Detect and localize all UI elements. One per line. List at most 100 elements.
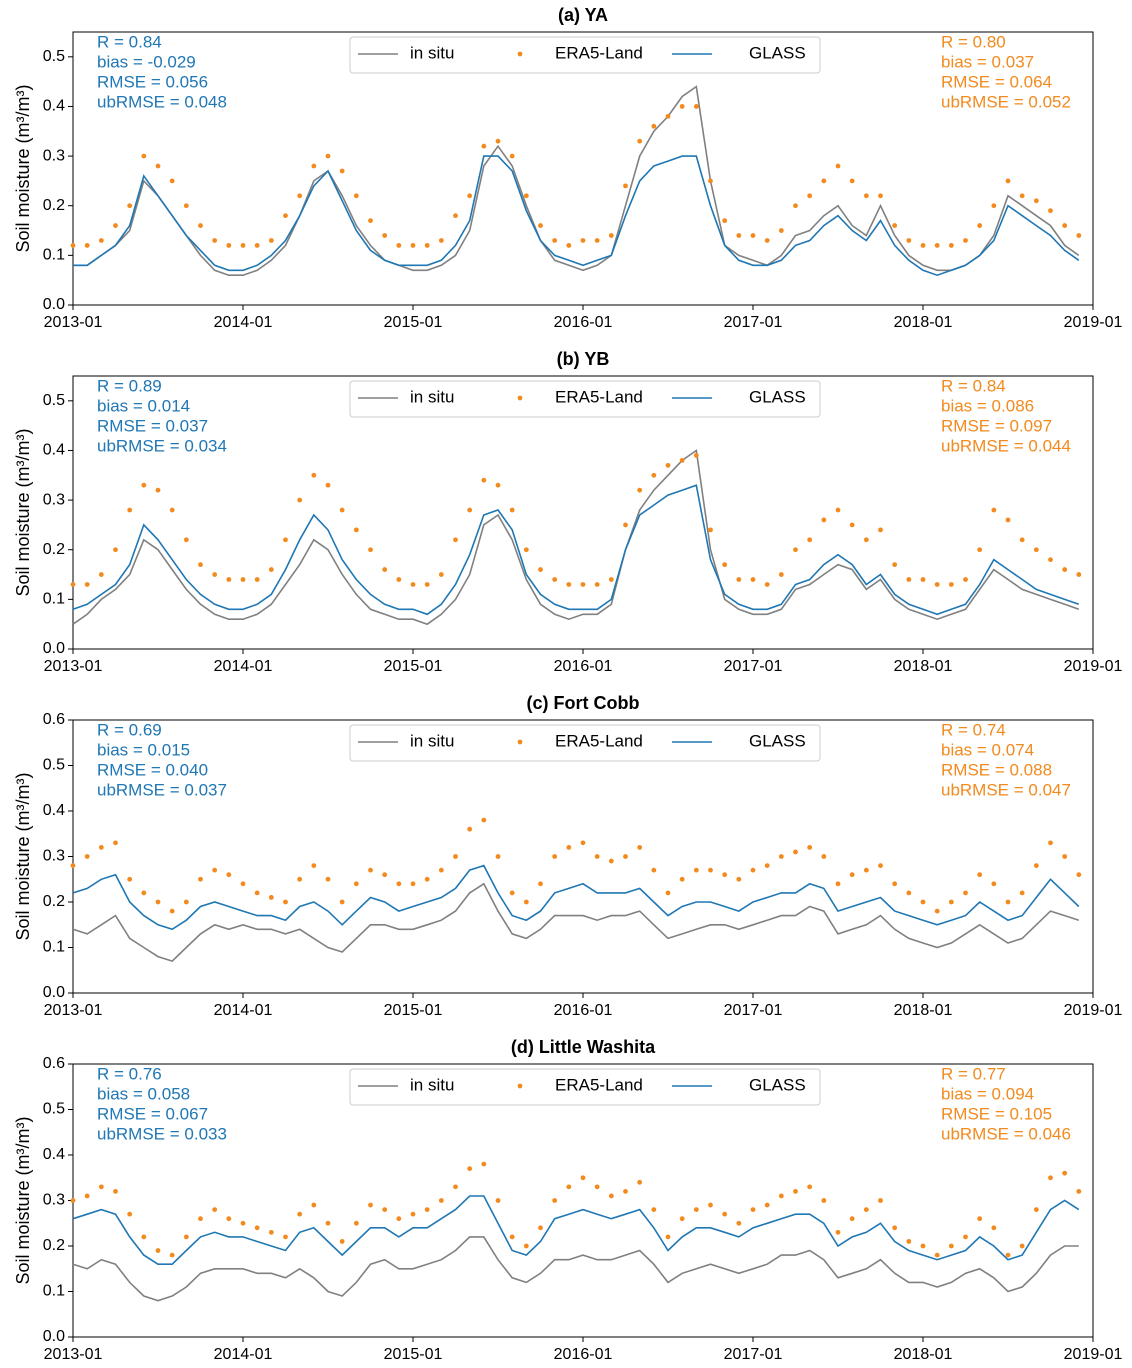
- era5-point: [311, 472, 317, 478]
- chart-title: (c) Fort Cobb: [527, 693, 640, 713]
- x-tick-label: 2017-01: [724, 1346, 783, 1363]
- era5-point: [552, 238, 558, 243]
- era5-point: [212, 867, 218, 873]
- era5-point: [679, 104, 685, 109]
- era5-point: [608, 858, 614, 864]
- era5-point: [1005, 899, 1011, 905]
- era5-point: [807, 1184, 813, 1190]
- legend-label: GLASS: [749, 731, 806, 750]
- stats-right: R = 0.74: [941, 720, 1006, 739]
- era5-point: [722, 872, 728, 878]
- era5-point: [382, 1207, 388, 1212]
- legend-marker: [517, 1083, 523, 1089]
- era5-point: [948, 1243, 954, 1249]
- era5-point: [198, 1216, 203, 1222]
- y-tick-label: 0.0: [43, 296, 65, 313]
- era5-point: [736, 577, 742, 582]
- era5-point: [509, 507, 515, 513]
- era5-point: [84, 243, 90, 248]
- era5-point: [977, 223, 983, 228]
- era5-point: [169, 507, 175, 513]
- legend-box: [349, 36, 821, 74]
- era5-point: [594, 582, 600, 587]
- era5-point: [750, 867, 756, 873]
- era5-point: [70, 863, 76, 868]
- era5-point: [1005, 178, 1011, 184]
- era5-point: [297, 497, 303, 503]
- era5-point: [226, 243, 232, 248]
- era5-point: [1076, 572, 1082, 577]
- era5-point: [750, 233, 756, 238]
- era5-point: [1048, 840, 1053, 846]
- era5-point: [297, 193, 303, 199]
- era5-point: [410, 582, 416, 587]
- era5-point: [708, 1202, 713, 1208]
- y-tick-label: 0.4: [43, 98, 65, 115]
- era5-point: [183, 537, 189, 543]
- era5-point: [481, 143, 487, 149]
- y-tick-label: 0.4: [43, 802, 65, 819]
- era5-point: [283, 537, 288, 543]
- stats-right: bias = 0.074: [941, 740, 1034, 759]
- stats-right: bias = 0.086: [941, 396, 1034, 415]
- era5-point: [679, 1216, 685, 1222]
- legend: in situ ERA5-Land GLASS: [349, 724, 821, 762]
- era5-point: [793, 1189, 798, 1194]
- series-line: [73, 85, 1080, 276]
- stats-left: ubRMSE = 0.034: [97, 436, 227, 455]
- era5-point: [963, 1234, 968, 1240]
- era5-point: [70, 1198, 76, 1203]
- legend: in situ ERA5-Land GLASS: [349, 380, 821, 418]
- era5-point: [1048, 557, 1053, 563]
- x-tick-label: 2014-01: [214, 1002, 273, 1019]
- y-tick-label: 0.1: [43, 247, 65, 264]
- stats-right: bias = 0.094: [941, 1084, 1034, 1103]
- era5-point: [934, 243, 940, 248]
- era5-point: [878, 863, 883, 868]
- era5-point: [1076, 1189, 1082, 1194]
- x-tick-label: 2018-01: [894, 1346, 953, 1363]
- era5-point: [481, 1161, 487, 1167]
- era5-point: [1062, 1170, 1068, 1176]
- era5-point: [169, 908, 175, 914]
- era5-point: [934, 908, 940, 914]
- y-tick-label: 0.6: [43, 711, 65, 728]
- y-tick-label: 0.0: [43, 1328, 65, 1345]
- stats-left: RMSE = 0.067: [97, 1104, 208, 1123]
- era5-point: [849, 178, 855, 184]
- era5-point: [226, 1216, 232, 1222]
- era5-point: [580, 840, 586, 846]
- era5-point: [509, 890, 515, 896]
- era5-point: [113, 1189, 118, 1194]
- era5-point: [963, 890, 968, 896]
- y-tick-label: 0.3: [43, 491, 65, 508]
- era5-point: [835, 881, 841, 887]
- era5-point: [778, 1193, 784, 1199]
- era5-point: [141, 1234, 147, 1240]
- y-axis-label: Soil moisture (m³/m³): [13, 428, 33, 596]
- era5-point: [396, 1216, 402, 1222]
- x-tick-label: 2018-01: [894, 658, 953, 675]
- era5-point: [453, 1184, 458, 1190]
- era5-point: [750, 577, 756, 582]
- legend-label: in situ: [410, 1075, 454, 1094]
- era5-point: [98, 238, 104, 243]
- legend-label: GLASS: [749, 1075, 806, 1094]
- x-tick-label: 2014-01: [214, 658, 273, 675]
- era5-point: [283, 1234, 288, 1240]
- era5-point: [722, 1211, 728, 1217]
- era5-point: [325, 876, 331, 882]
- era5-point: [849, 872, 855, 878]
- stats-left: bias = -0.029: [97, 52, 196, 71]
- era5-point: [764, 582, 770, 587]
- era5-point: [778, 854, 784, 859]
- era5-point: [240, 1220, 246, 1226]
- legend: in situ ERA5-Land GLASS: [349, 1068, 821, 1106]
- stats-right: ubRMSE = 0.046: [941, 1124, 1071, 1143]
- stats-right: R = 0.80: [941, 32, 1006, 51]
- stats-left: RMSE = 0.037: [97, 416, 208, 435]
- era5-point: [198, 876, 203, 882]
- era5-point: [665, 1234, 671, 1240]
- era5-point: [368, 1202, 373, 1208]
- era5-point: [835, 163, 841, 169]
